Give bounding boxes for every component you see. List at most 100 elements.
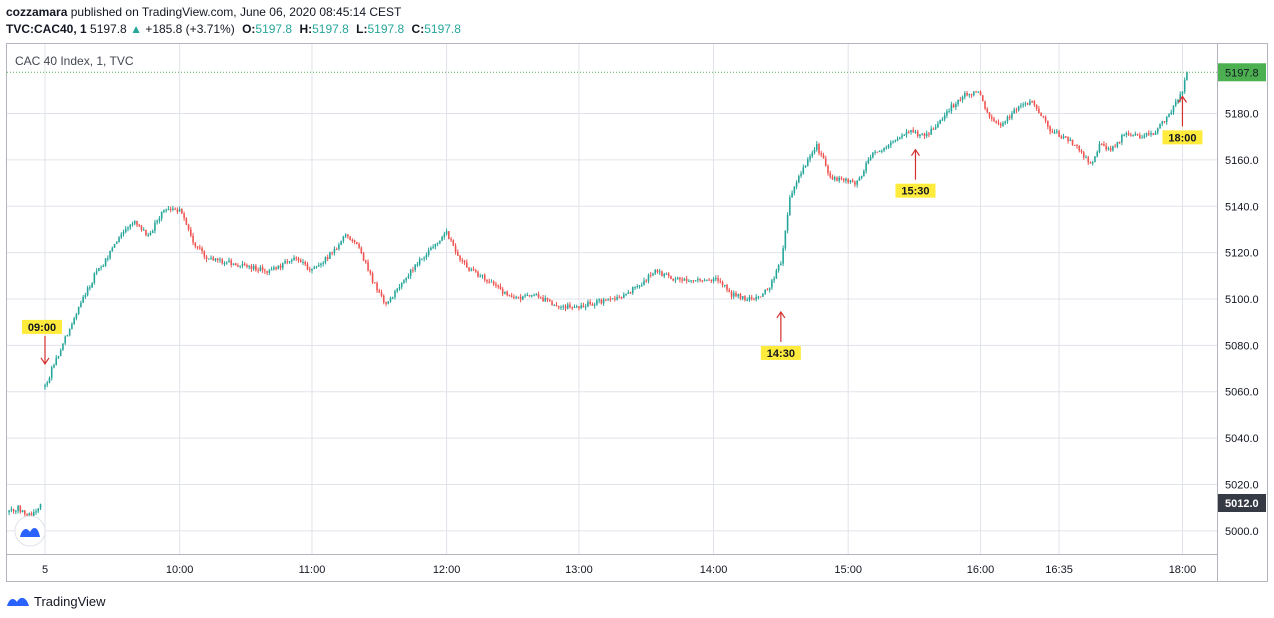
candle-body	[250, 265, 253, 270]
candle-body	[840, 177, 843, 179]
candle-body	[845, 178, 847, 181]
candle	[122, 229, 125, 237]
candle	[753, 297, 755, 301]
candle-body	[28, 513, 31, 516]
candle	[930, 125, 932, 136]
candle-body	[414, 264, 416, 270]
price-tick-label: 5040.0	[1225, 433, 1259, 445]
candle	[174, 207, 176, 211]
candle	[569, 302, 571, 309]
candle-body	[1121, 134, 1123, 143]
candle	[172, 205, 174, 212]
annotation: 14:30	[760, 310, 801, 360]
candle-body	[856, 180, 858, 185]
candle	[349, 235, 351, 241]
candle-body	[1069, 139, 1072, 142]
candle-body	[19, 505, 22, 513]
candle	[223, 261, 226, 267]
candle-body	[508, 295, 511, 297]
candle-body	[665, 273, 668, 275]
candle-body	[169, 208, 172, 210]
candle-body	[517, 296, 520, 298]
candle-body	[315, 266, 318, 268]
author-name[interactable]: cozzamara	[6, 5, 68, 19]
candle	[261, 264, 264, 273]
candle	[62, 343, 64, 351]
candle	[649, 272, 652, 278]
candle	[1051, 128, 1054, 134]
candle-body	[623, 294, 625, 298]
candle	[986, 107, 989, 114]
candle	[1008, 114, 1011, 121]
candle	[477, 270, 479, 278]
candle-body	[178, 209, 181, 212]
candle	[55, 354, 58, 366]
candle-body	[373, 282, 376, 284]
candle-body	[457, 252, 459, 256]
candle	[142, 227, 145, 231]
candle	[715, 275, 717, 282]
candle-body	[649, 274, 652, 276]
candle-body	[474, 270, 477, 272]
candle-body	[86, 287, 89, 296]
candle	[959, 96, 962, 102]
candle	[1031, 100, 1033, 103]
candle-body	[340, 240, 342, 245]
candle	[37, 508, 40, 514]
candle-body	[544, 297, 547, 302]
candle	[854, 180, 856, 188]
candle	[1024, 101, 1027, 107]
candlestick-chart[interactable]: 5000.0 5020.0 5040.0 5060.0 5080.0 5100.0 5120…	[7, 44, 1267, 581]
candle-body	[898, 137, 901, 139]
candle-body	[948, 111, 950, 113]
candle	[885, 145, 888, 150]
candle-body	[454, 245, 457, 253]
candle	[932, 127, 935, 131]
candle-body	[614, 298, 616, 300]
candle-body	[497, 285, 499, 287]
candle	[548, 298, 551, 302]
candle-body	[35, 511, 37, 513]
candle-body	[290, 259, 293, 262]
candle	[1042, 115, 1045, 119]
candle	[898, 136, 901, 140]
tradingview-footer[interactable]: TradingView	[6, 591, 106, 611]
candle-body	[1179, 94, 1182, 100]
candle	[335, 247, 338, 250]
candle-body	[627, 292, 630, 294]
candle	[676, 276, 679, 280]
candle	[860, 175, 863, 180]
candle	[210, 255, 212, 260]
candle-body	[1078, 146, 1081, 151]
candle	[212, 255, 215, 261]
candle	[288, 261, 291, 264]
time-tick-label: 12:00	[433, 564, 461, 576]
candle-body	[1033, 101, 1036, 105]
symbol-label: TVC:CAC40, 1	[6, 22, 87, 36]
chart-container[interactable]: 5000.0 5020.0 5040.0 5060.0 5080.0 5100.0 5120…	[6, 43, 1268, 582]
candle	[273, 265, 275, 271]
candle-body	[903, 134, 906, 136]
candle	[1165, 115, 1168, 125]
candle-body	[142, 229, 145, 231]
candle	[975, 90, 977, 93]
candle-body	[580, 305, 582, 309]
candle-body	[1071, 139, 1074, 145]
candle-body	[205, 256, 208, 260]
candle	[728, 287, 731, 293]
candle-body	[232, 263, 235, 265]
time-tick-label: 15:00	[834, 564, 862, 576]
candle	[151, 229, 154, 234]
candle-body	[219, 259, 221, 261]
candle	[250, 263, 253, 272]
candle	[1174, 98, 1177, 108]
candle	[831, 174, 834, 180]
candle-body	[1100, 143, 1103, 145]
candle	[317, 262, 320, 267]
candle	[1154, 130, 1157, 136]
candle	[818, 142, 820, 156]
candle	[905, 128, 908, 138]
candle-body	[513, 296, 515, 298]
candle-body	[968, 94, 971, 96]
candle-body	[1130, 134, 1132, 136]
